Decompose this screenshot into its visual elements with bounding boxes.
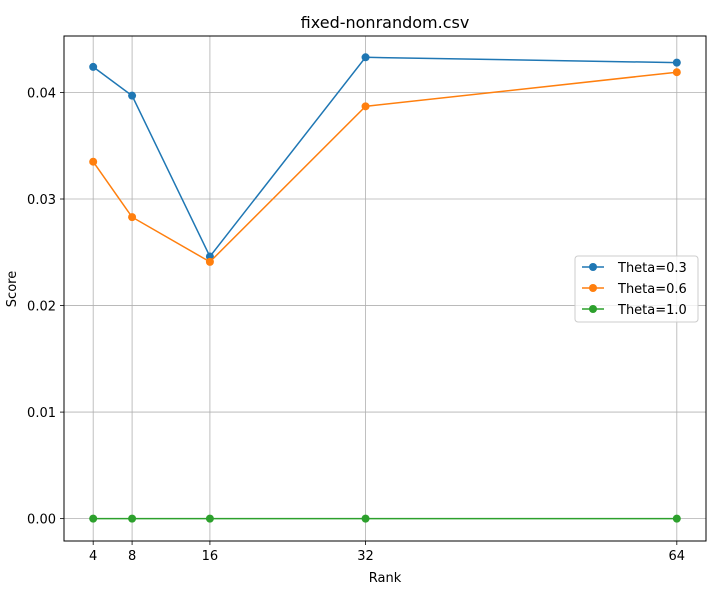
legend-entry: Theta=0.6	[582, 282, 687, 297]
x-axis-label: Rank	[369, 571, 402, 586]
y-tick-label: 0.00	[27, 513, 56, 528]
data-point	[89, 157, 98, 166]
legend-entry: Theta=1.0	[582, 303, 687, 318]
legend-entry: Theta=0.3	[582, 261, 687, 276]
series-lines	[89, 53, 681, 523]
legend-marker	[589, 284, 597, 292]
series-line	[92, 71, 677, 263]
series-line	[92, 56, 677, 258]
x-axis-ticks: 4 8 16 32 64	[89, 541, 685, 564]
legend: Theta=0.3 Theta=0.6 Theta=1.0	[574, 255, 699, 323]
x-tick-label: 4	[89, 549, 97, 564]
data-point	[672, 514, 681, 523]
data-point	[361, 514, 370, 523]
legend-label: Theta=0.3	[617, 261, 687, 276]
data-point	[205, 514, 214, 523]
y-tick-label: 0.01	[27, 406, 56, 421]
x-tick-label: 8	[128, 549, 136, 564]
plot-area-frame	[63, 35, 707, 542]
legend-label: Theta=1.0	[617, 303, 687, 318]
data-point	[128, 213, 137, 222]
data-point	[89, 514, 98, 523]
x-tick-label: 32	[357, 549, 374, 564]
data-point	[672, 68, 681, 77]
data-point	[128, 91, 137, 100]
x-tick-label: 64	[669, 549, 686, 564]
data-point	[672, 58, 681, 67]
data-point	[361, 53, 370, 62]
y-tick-label: 0.02	[27, 300, 56, 315]
legend-marker	[589, 263, 597, 271]
y-axis-label: Score	[5, 271, 20, 307]
y-axis-ticks: 0.00 0.01 0.02 0.03 0.04	[27, 86, 64, 528]
y-tick-label: 0.04	[27, 86, 56, 101]
series-2	[89, 68, 681, 266]
series-3	[89, 514, 681, 523]
series-1	[89, 53, 681, 261]
y-tick-label: 0.03	[27, 193, 56, 208]
legend-label: Theta=0.6	[617, 282, 687, 297]
data-point	[89, 62, 98, 71]
chart-title: fixed-nonrandom.csv	[301, 13, 470, 32]
data-point	[205, 257, 214, 266]
legend-box	[574, 255, 699, 323]
data-point	[361, 102, 370, 111]
data-point	[128, 514, 137, 523]
legend-marker	[589, 305, 597, 313]
x-tick-label: 16	[202, 549, 219, 564]
